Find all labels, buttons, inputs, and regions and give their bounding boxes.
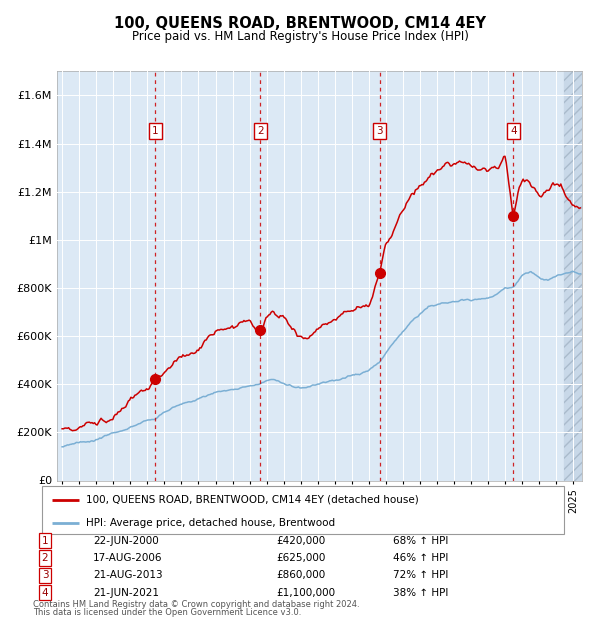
- Text: HPI: Average price, detached house, Brentwood: HPI: Average price, detached house, Bren…: [86, 518, 335, 528]
- Bar: [563, 71, 599, 481]
- Text: Contains HM Land Registry data © Crown copyright and database right 2024.: Contains HM Land Registry data © Crown c…: [33, 600, 359, 609]
- Text: £860,000: £860,000: [276, 570, 325, 580]
- Text: 3: 3: [376, 126, 383, 136]
- Text: 2: 2: [41, 553, 49, 563]
- Text: 17-AUG-2006: 17-AUG-2006: [93, 553, 163, 563]
- Text: 4: 4: [41, 588, 49, 598]
- Text: 3: 3: [41, 570, 49, 580]
- Text: This data is licensed under the Open Government Licence v3.0.: This data is licensed under the Open Gov…: [33, 608, 301, 617]
- Text: 100, QUEENS ROAD, BRENTWOOD, CM14 4EY: 100, QUEENS ROAD, BRENTWOOD, CM14 4EY: [114, 16, 486, 30]
- Text: 100, QUEENS ROAD, BRENTWOOD, CM14 4EY (detached house): 100, QUEENS ROAD, BRENTWOOD, CM14 4EY (d…: [86, 495, 419, 505]
- Text: 46% ↑ HPI: 46% ↑ HPI: [393, 553, 448, 563]
- Text: 68% ↑ HPI: 68% ↑ HPI: [393, 536, 448, 546]
- Text: £420,000: £420,000: [276, 536, 325, 546]
- FancyBboxPatch shape: [42, 486, 564, 534]
- Text: Price paid vs. HM Land Registry's House Price Index (HPI): Price paid vs. HM Land Registry's House …: [131, 30, 469, 43]
- Text: 38% ↑ HPI: 38% ↑ HPI: [393, 588, 448, 598]
- Text: £625,000: £625,000: [276, 553, 325, 563]
- Text: 2: 2: [257, 126, 263, 136]
- Text: 21-AUG-2013: 21-AUG-2013: [93, 570, 163, 580]
- Text: 4: 4: [510, 126, 517, 136]
- Text: 21-JUN-2021: 21-JUN-2021: [93, 588, 159, 598]
- Bar: [563, 71, 599, 481]
- Text: £1,100,000: £1,100,000: [276, 588, 335, 598]
- Text: 22-JUN-2000: 22-JUN-2000: [93, 536, 159, 546]
- Text: 1: 1: [152, 126, 158, 136]
- Text: 72% ↑ HPI: 72% ↑ HPI: [393, 570, 448, 580]
- Text: 1: 1: [41, 536, 49, 546]
